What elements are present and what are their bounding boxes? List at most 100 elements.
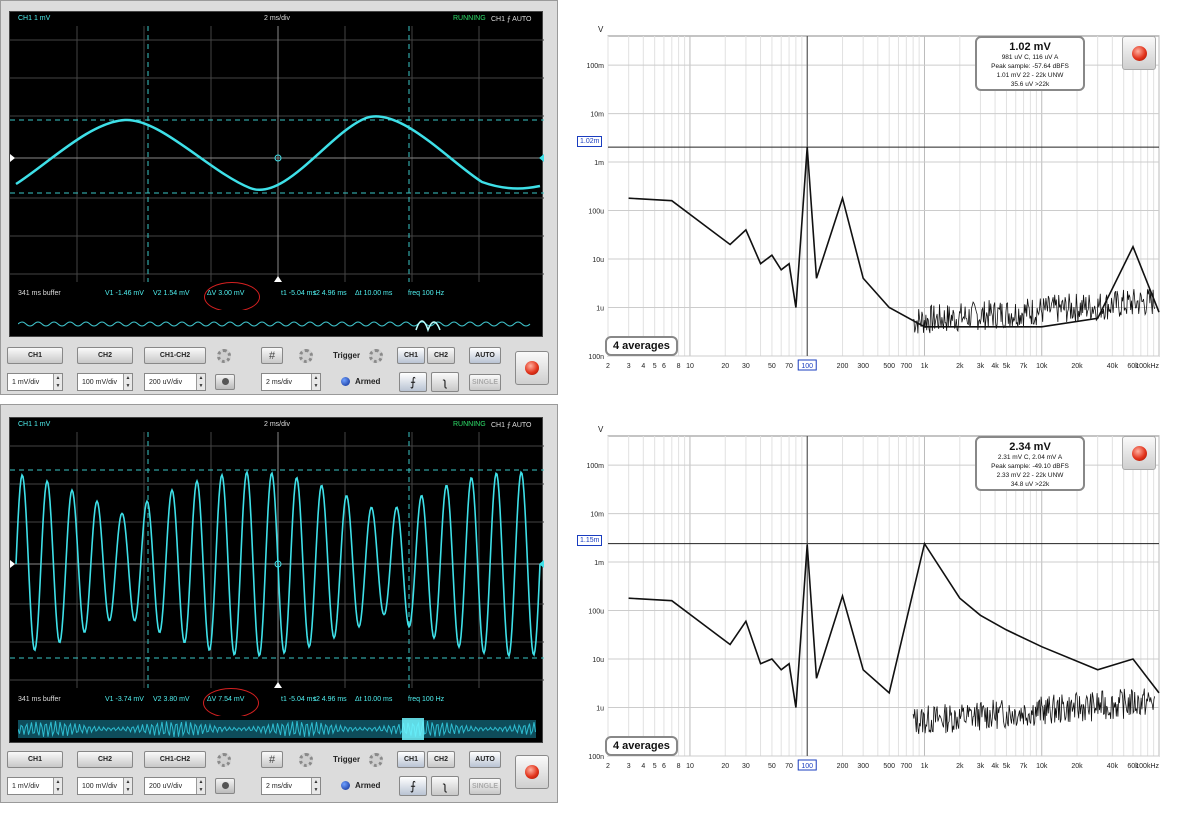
- level-info-box: 1.02 mV 981 uV C, 116 uV A Peak sample: …: [975, 36, 1085, 91]
- level-marker-label[interactable]: 1.15m: [577, 535, 602, 546]
- cursor-t2: t2 4.96 ms: [314, 290, 347, 297]
- frequency: freq 100 Hz: [408, 290, 444, 297]
- x-tick-label: 3: [627, 763, 631, 770]
- ch1-scale-spinner[interactable]: 1 mV/div▲▼: [7, 373, 63, 391]
- averages-badge[interactable]: 4 averages: [605, 336, 678, 356]
- rising-edge-button[interactable]: ⨍: [399, 776, 427, 796]
- scope-waveform-1: [10, 12, 544, 308]
- buffer-overview-2[interactable]: [18, 716, 536, 742]
- delta-t: Δt 10.00 ms: [355, 290, 392, 297]
- level-marker-label[interactable]: 1.02m: [577, 136, 602, 147]
- x-tick-label: 40k: [1107, 363, 1119, 370]
- x-tick-label: 4: [641, 363, 645, 370]
- trigger-ch1-button[interactable]: CH1: [397, 751, 425, 768]
- x-tick-label: 2k: [956, 363, 964, 370]
- x-tick-label: 3k: [977, 763, 985, 770]
- gear-icon[interactable]: [369, 349, 383, 363]
- x-tick-label: 20: [721, 763, 729, 770]
- ch1-scale-value: 1 mV/div: [12, 783, 39, 790]
- level-above-22k: 34.8 uV >22k: [977, 480, 1083, 489]
- x-tick-label: 3k: [977, 363, 985, 370]
- timebase-spinner[interactable]: 2 ms/div ▲▼: [261, 777, 321, 795]
- ch1-button[interactable]: CH1: [7, 347, 63, 364]
- auto-button[interactable]: AUTO: [469, 751, 501, 768]
- falling-edge-button[interactable]: ʅ: [431, 372, 459, 392]
- gear-icon[interactable]: [217, 349, 231, 363]
- record-button[interactable]: [1122, 36, 1156, 70]
- cursor-t1: t1 -5.04 ms: [281, 290, 316, 297]
- x-tick-label: 4: [641, 763, 645, 770]
- x-tick-label: 1k: [921, 763, 929, 770]
- x-tick-label: 700: [900, 763, 912, 770]
- rising-edge-button[interactable]: ⨍: [399, 372, 427, 392]
- ch2-scale-spinner[interactable]: 100 mV/div ▲▼: [77, 373, 133, 391]
- y-tick-label: 100u: [588, 609, 604, 616]
- gear-icon[interactable]: [299, 349, 313, 363]
- ch2-button[interactable]: CH2: [77, 751, 133, 768]
- trigger-label: Trigger: [333, 755, 360, 764]
- spinner-arrows-icon[interactable]: ▲▼: [53, 778, 62, 794]
- y-tick-label: 1u: [596, 306, 604, 313]
- diff-scale-spinner[interactable]: 200 uV/div▲▼: [144, 777, 206, 795]
- averages-badge[interactable]: 4 averages: [605, 736, 678, 756]
- ch2-scale-value: 100 mV/div: [82, 379, 117, 386]
- single-button[interactable]: SINGLE: [469, 374, 501, 391]
- auto-button[interactable]: AUTO: [469, 347, 501, 364]
- delta-v-highlight-circle: [203, 688, 259, 718]
- ch2-button[interactable]: CH2: [77, 347, 133, 364]
- spinner-arrows-icon[interactable]: ▲▼: [311, 778, 320, 794]
- grid-toggle-icon[interactable]: #: [261, 347, 283, 364]
- grid-toggle-icon[interactable]: #: [261, 751, 283, 768]
- x-tick-label: 2k: [956, 763, 964, 770]
- y-tick-label: 100n: [588, 354, 604, 361]
- ch2-scale-spinner[interactable]: 100 mV/div▲▼: [77, 777, 133, 795]
- timebase-spinner[interactable]: 2 ms/div ▲▼: [261, 373, 321, 391]
- cursor-v2: V2 3.80 mV: [153, 696, 190, 703]
- ch1-minus-ch2-button[interactable]: CH1-CH2: [144, 751, 206, 768]
- camera-icon[interactable]: [215, 374, 235, 390]
- spinner-arrows-icon[interactable]: ▲▼: [123, 778, 132, 794]
- spinner-arrows-icon[interactable]: ▲▼: [53, 374, 62, 390]
- spinner-arrows-icon[interactable]: ▲▼: [311, 374, 320, 390]
- armed-label: Armed: [355, 377, 380, 386]
- record-icon: [525, 765, 539, 779]
- record-button[interactable]: [1122, 436, 1156, 470]
- camera-icon[interactable]: [215, 778, 235, 794]
- level-unweighted: 1.01 mV 22 - 22k UNW: [977, 71, 1083, 80]
- trigger-ch1-button[interactable]: CH1: [397, 347, 425, 364]
- gear-icon[interactable]: [299, 753, 313, 767]
- record-button[interactable]: [515, 755, 549, 789]
- spinner-arrows-icon[interactable]: ▲▼: [196, 778, 205, 794]
- cursor-t2: t2 4.96 ms: [314, 696, 347, 703]
- single-button[interactable]: SINGLE: [469, 778, 501, 795]
- ch1-button[interactable]: CH1: [7, 751, 63, 768]
- x-tick-label: 30: [742, 763, 750, 770]
- y-tick-label: 100m: [586, 463, 604, 470]
- y-unit-label: V: [598, 25, 604, 34]
- ch1-scale-spinner[interactable]: 1 mV/div ▲▼: [7, 777, 63, 795]
- timebase-value: 2 ms/div: [266, 379, 292, 386]
- record-button[interactable]: [515, 351, 549, 385]
- gear-icon[interactable]: [369, 753, 383, 767]
- trigger-ch2-button[interactable]: CH2: [427, 751, 455, 768]
- x-tick-label: 4k: [991, 363, 999, 370]
- x-tick-label: 2: [606, 363, 610, 370]
- trigger-ch2-button[interactable]: CH2: [427, 347, 455, 364]
- measurement-readout-2: 341 ms buffer V1 -3.74 mV V2 3.80 mV ΔV …: [10, 696, 544, 706]
- diff-scale-spinner[interactable]: 200 uV/div ▲▼: [144, 373, 206, 391]
- timebase-value: 2 ms/div: [266, 783, 292, 790]
- diff-scale-value: 200 uV/div: [149, 379, 182, 386]
- falling-edge-button[interactable]: ʅ: [431, 776, 459, 796]
- y-unit-label: V: [598, 425, 604, 434]
- buffer-overview-1[interactable]: [18, 310, 536, 336]
- spinner-arrows-icon[interactable]: ▲▼: [123, 374, 132, 390]
- spinner-arrows-icon[interactable]: ▲▼: [196, 374, 205, 390]
- level-weighted: 2.31 mV C, 2.04 mV A: [977, 453, 1083, 462]
- delta-t: Δt 10.00 ms: [355, 696, 392, 703]
- ch1-minus-ch2-button[interactable]: CH1-CH2: [144, 347, 206, 364]
- x-tick-label: 300: [857, 763, 869, 770]
- x-tick-label: 30: [742, 363, 750, 370]
- gear-icon[interactable]: [217, 753, 231, 767]
